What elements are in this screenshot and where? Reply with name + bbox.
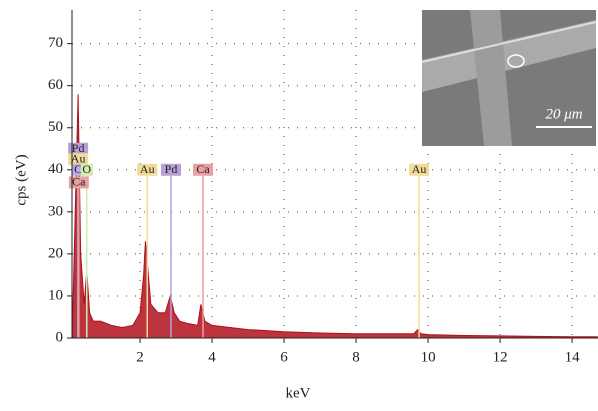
x-tick-label: 4 bbox=[208, 349, 216, 365]
inset-image: 20 μm bbox=[421, 10, 597, 146]
x-tick-label: 2 bbox=[136, 349, 144, 365]
fiber-edge bbox=[421, 21, 597, 63]
x-tick-label: 12 bbox=[493, 349, 508, 365]
peak-label: O bbox=[82, 162, 91, 176]
fiber bbox=[422, 20, 596, 92]
y-axis-label: cps (eV) bbox=[13, 154, 29, 205]
peak-label-box bbox=[68, 176, 89, 189]
x-tick-label: 10 bbox=[421, 349, 436, 365]
peak-label-box bbox=[68, 142, 89, 155]
y-tick-label: 50 bbox=[48, 119, 63, 135]
peak-label: Au bbox=[140, 162, 155, 176]
x-tick-label: 14 bbox=[565, 349, 581, 365]
peak-label-box bbox=[409, 163, 430, 176]
peak-label: Au bbox=[71, 152, 86, 166]
peak-label-box bbox=[137, 163, 158, 176]
x-tick-label: 6 bbox=[280, 349, 288, 365]
peak-label-box bbox=[161, 163, 182, 176]
peak-label: Au bbox=[412, 162, 427, 176]
peak-label-box bbox=[68, 153, 89, 166]
peak-label: Ca bbox=[196, 162, 210, 176]
peak-label-box bbox=[193, 163, 214, 176]
peak-label: Pd bbox=[165, 162, 178, 176]
scale-bar-label: 20 μm bbox=[545, 106, 582, 122]
y-tick-label: 30 bbox=[48, 203, 63, 219]
y-tick-label: 40 bbox=[48, 161, 63, 177]
y-tick-label: 10 bbox=[48, 287, 63, 303]
peak-label: C bbox=[74, 162, 82, 176]
y-tick-label: 0 bbox=[56, 329, 64, 345]
peak-label-box bbox=[80, 163, 93, 176]
x-axis-label: keV bbox=[286, 385, 311, 401]
y-tick-label: 20 bbox=[48, 245, 63, 261]
x-tick-label: 8 bbox=[352, 349, 360, 365]
y-tick-label: 60 bbox=[48, 77, 63, 93]
selection-ellipse bbox=[507, 54, 525, 68]
peak-label: Pd bbox=[72, 141, 85, 155]
peak-label: Ca bbox=[72, 175, 86, 189]
spectrum bbox=[71, 94, 598, 339]
y-tick-label: 70 bbox=[48, 35, 63, 51]
